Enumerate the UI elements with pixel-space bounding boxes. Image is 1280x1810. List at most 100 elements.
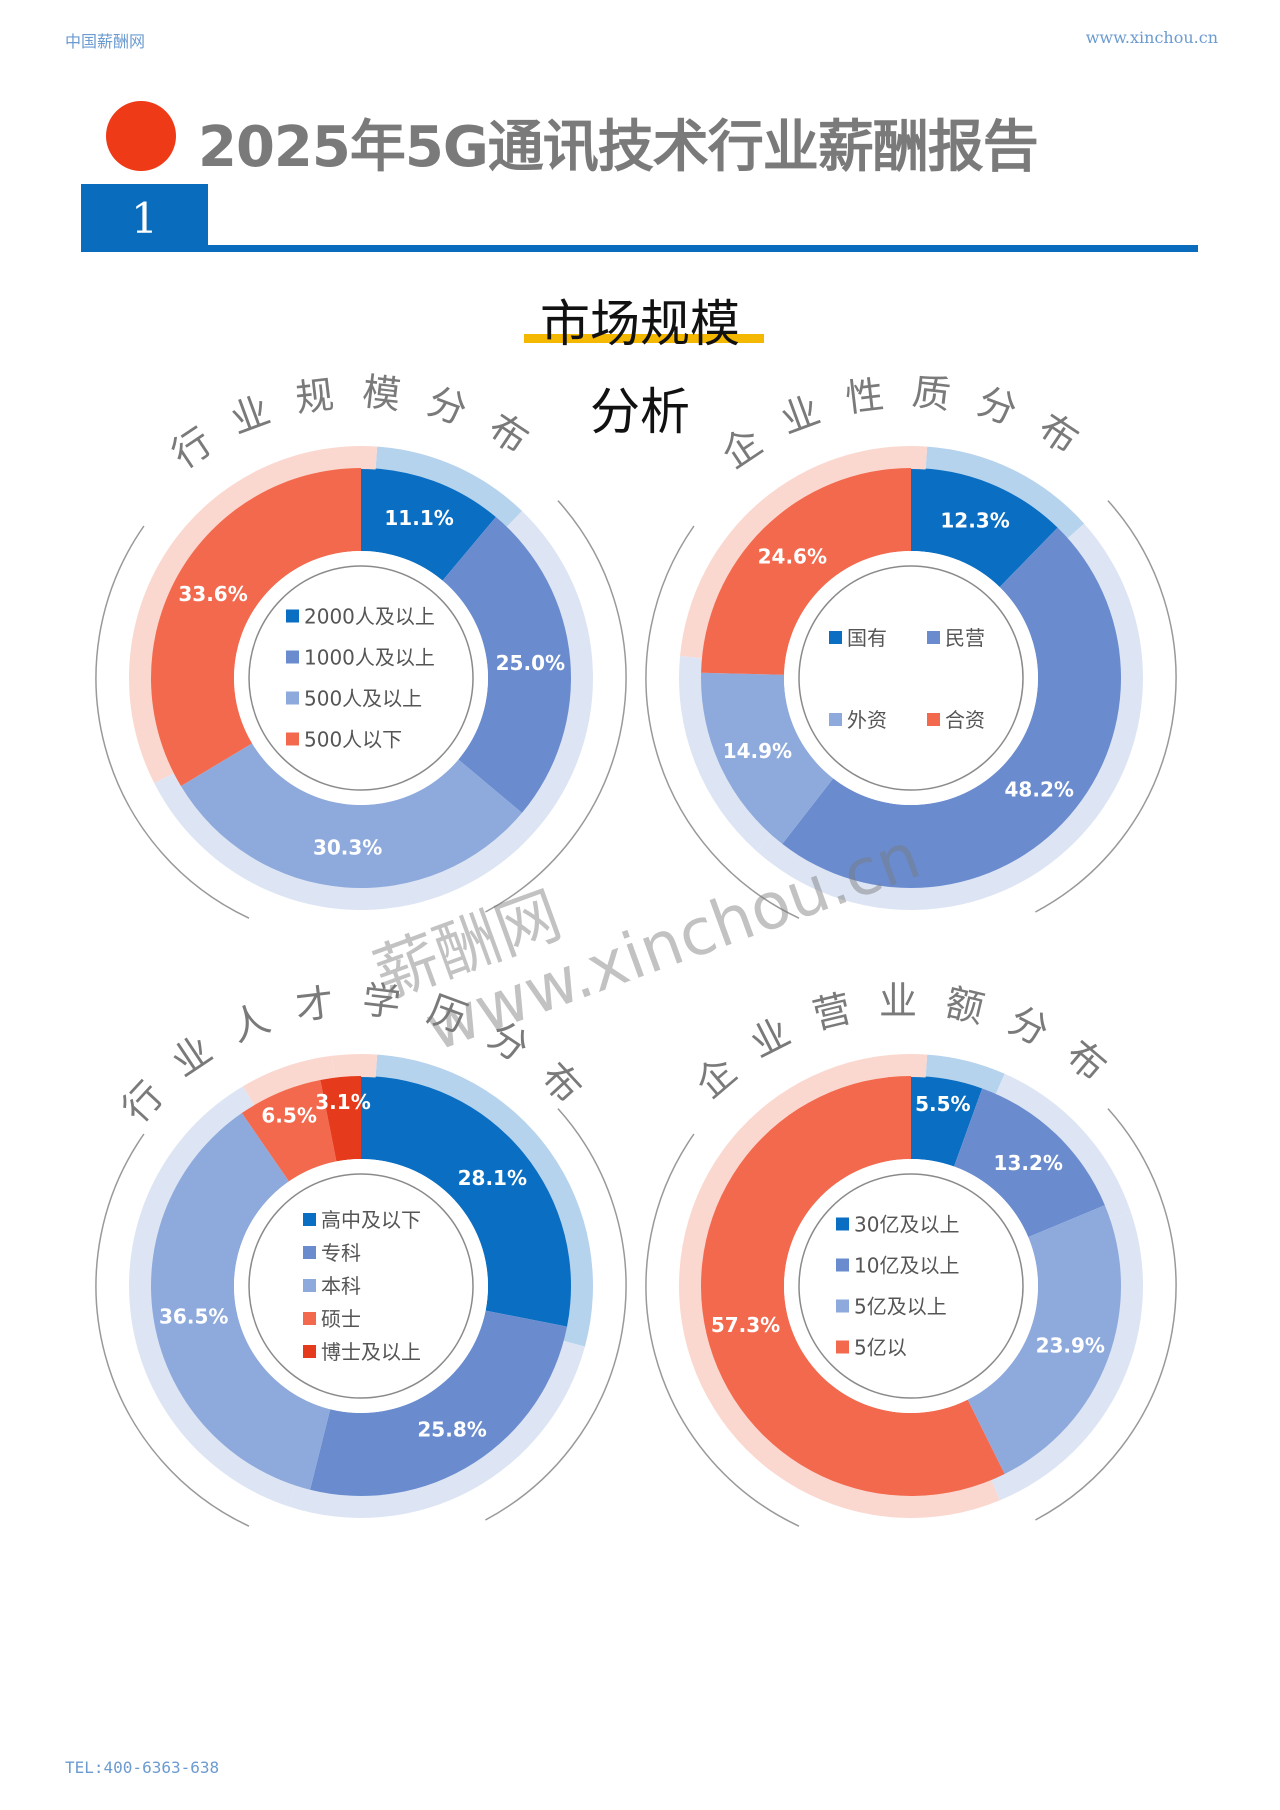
slice-1: [361, 1076, 571, 1327]
legend-circle: [798, 565, 1024, 791]
outer-arc-left: [645, 525, 800, 919]
legend-label: 合资: [945, 708, 985, 732]
data-label: 24.6%: [758, 544, 827, 568]
legend-swatch: [303, 1312, 316, 1325]
outer-ring-slice: [375, 446, 523, 528]
data-label: 28.1%: [458, 1166, 527, 1190]
title-dot-icon: [106, 101, 176, 171]
data-label: 25.8%: [417, 1418, 486, 1442]
legend-label: 30亿及以上: [854, 1213, 959, 1237]
data-label: 14.9%: [723, 739, 792, 763]
legend-label: 5亿以: [854, 1336, 907, 1360]
outer-ring-slice: [990, 1211, 1143, 1501]
legend-label: 2000人及以上: [304, 605, 435, 629]
slice-4: [241, 1079, 337, 1182]
outer-ring-slice: [925, 1054, 1005, 1095]
site-url[interactable]: www.xinchou.cn: [1085, 28, 1218, 47]
legend-label: 500人以下: [304, 728, 402, 752]
data-label: 48.2%: [1005, 778, 1074, 802]
legend-swatch: [286, 650, 299, 664]
outer-ring-slice: [925, 446, 1085, 539]
donut-hole: [784, 551, 1038, 805]
outer-arc-right: [485, 500, 627, 913]
slice-1: [911, 468, 1058, 588]
data-label: 3.1%: [315, 1090, 370, 1114]
legend-label: 1000人及以上: [304, 646, 435, 670]
legend-circle: [248, 1173, 474, 1399]
site-name: 中国薪酬网: [65, 32, 146, 51]
slice-5: [320, 1076, 361, 1162]
slice-4: [701, 468, 911, 675]
legend-swatch: [836, 1217, 849, 1231]
legend-label: 5亿及以上: [854, 1295, 947, 1319]
outer-ring-slice: [154, 772, 528, 910]
slice-2: [310, 1310, 568, 1496]
slice-3: [150, 1113, 331, 1490]
slice-1: [361, 468, 496, 581]
legend-swatch: [829, 713, 842, 726]
legend-swatch: [829, 631, 842, 644]
legend-label: 国有: [847, 626, 887, 650]
legend-label: 外资: [847, 708, 887, 732]
outer-ring-slice: [243, 1055, 335, 1107]
legend-swatch: [836, 1340, 849, 1354]
legend-label: 500人及以上: [304, 687, 422, 711]
slice-1: [911, 1076, 983, 1167]
legend-label: 10亿及以上: [854, 1254, 959, 1278]
legend-swatch: [927, 631, 940, 644]
outer-ring-slice: [332, 1054, 378, 1079]
donut-hole: [784, 1159, 1038, 1413]
donut-chart-3: 行业人才学历分布28.1%25.8%36.5%6.5%3.1%高中及以下专科本科…: [95, 977, 627, 1527]
donut-hole: [234, 551, 488, 805]
page-title: 2025年5G通讯技术行业薪酬报告: [198, 115, 1039, 180]
data-label: 25.0%: [496, 651, 565, 675]
legend-circle: [798, 1173, 1024, 1399]
legend-label: 硕士: [321, 1307, 361, 1331]
data-label: 11.1%: [384, 506, 453, 530]
data-label: 13.2%: [994, 1151, 1063, 1175]
donut-chart-1: 行业规模分布11.1%25.0%30.3%33.6%2000人及以上1000人及…: [95, 369, 627, 919]
legend-label: 高中及以下: [321, 1208, 421, 1232]
outer-arc-right: [1035, 1108, 1177, 1521]
slice-4: [700, 1076, 1005, 1497]
outer-arc-left: [95, 525, 250, 919]
data-label: 12.3%: [940, 509, 1009, 533]
section-number: 1: [81, 184, 208, 252]
slice-3: [701, 672, 834, 844]
legend-label: 本科: [321, 1274, 361, 1298]
outer-ring-slice: [680, 446, 928, 659]
slice-2: [782, 527, 1122, 889]
data-label: 5.5%: [915, 1092, 970, 1116]
section-divider: [208, 245, 1198, 252]
slice-2: [442, 517, 571, 813]
slice-3: [967, 1205, 1121, 1474]
legend-swatch: [303, 1213, 316, 1226]
legend-swatch: [286, 732, 299, 746]
legend-swatch: [286, 609, 299, 623]
footer-tel: TEL:400-6363-638: [65, 1758, 220, 1777]
data-label: 36.5%: [159, 1304, 228, 1328]
outer-ring-slice: [995, 1073, 1131, 1220]
legend-swatch: [836, 1258, 849, 1272]
data-label: 57.3%: [711, 1313, 780, 1337]
outer-arc-left: [95, 1133, 250, 1527]
outer-ring-slice: [506, 511, 593, 840]
legend-label: 专科: [321, 1241, 361, 1265]
outer-ring-slice: [375, 1054, 593, 1347]
data-label: 30.3%: [313, 835, 382, 859]
outer-ring-slice: [289, 1340, 585, 1518]
legend-swatch: [303, 1246, 316, 1259]
outer-arc-right: [485, 1108, 627, 1521]
legend-swatch: [286, 691, 299, 705]
legend-circle: [248, 565, 474, 791]
outer-ring-slice: [679, 656, 772, 851]
legend-swatch: [836, 1299, 849, 1313]
outer-ring-slice: [129, 446, 378, 784]
legend-swatch: [927, 713, 940, 726]
outer-arc-right: [1035, 500, 1177, 913]
donut-chart-4: 企业营业额分布5.5%13.2%23.9%57.3%30亿及以上10亿及以上5亿…: [645, 979, 1177, 1527]
legend-swatch: [303, 1345, 316, 1358]
slice-4: [150, 468, 361, 787]
